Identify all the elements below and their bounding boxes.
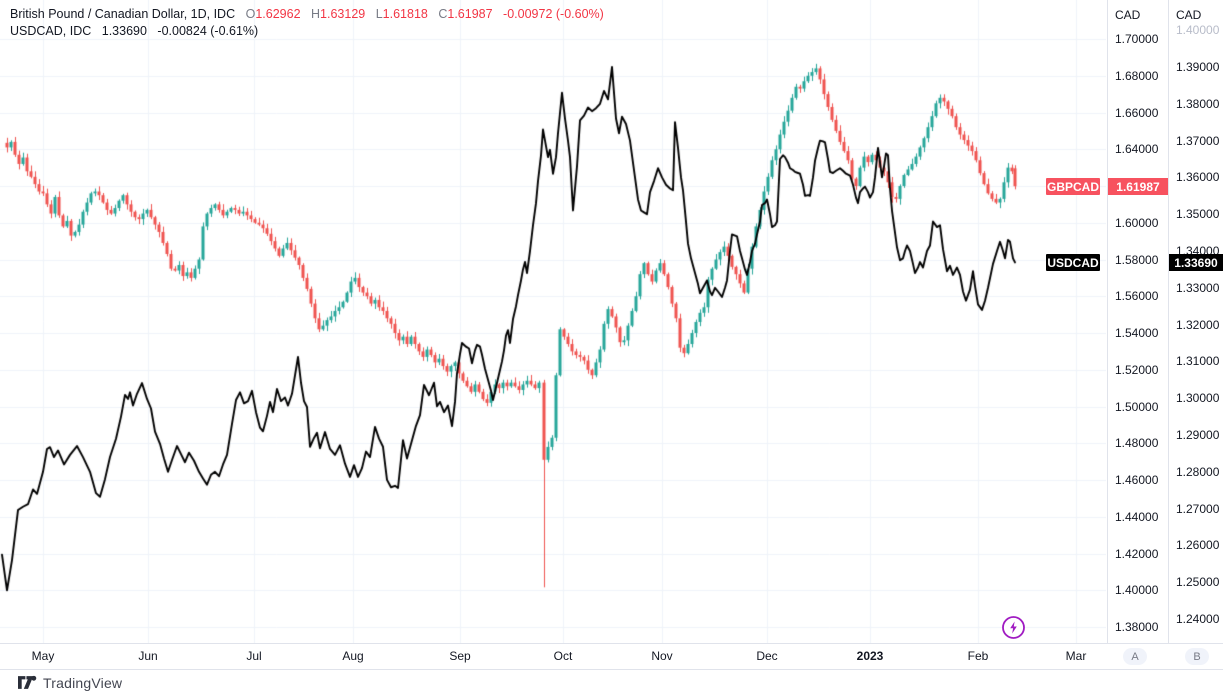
usdcad-last-price-badge: 1.33690	[1169, 254, 1223, 272]
lightning-bolt-icon	[1002, 616, 1025, 639]
time-axis-label: Aug	[342, 649, 364, 663]
time-axis-label: Mar	[1065, 649, 1087, 663]
price-scale-currency-label-2: CAD	[1176, 8, 1202, 22]
price-scale-gbpcad[interactable]: CAD 1.70000 1.68000 1.66000 1.64000 1.60000 1…	[1107, 0, 1169, 668]
price-axis-label: 1.38000	[1176, 96, 1220, 111]
time-axis-label: Dec	[756, 649, 778, 663]
time-axis[interactable]: A B May Jun Jul Aug Sep Oct Nov Dec 2023 Feb Mar	[0, 643, 1223, 670]
usdcad-series-label: USDCAD	[1046, 254, 1100, 272]
price-axis-label: 1.64000	[1115, 142, 1159, 157]
price-axis-label: 1.33000	[1176, 280, 1220, 295]
price-axis-label: 1.42000	[1115, 546, 1159, 561]
legend-usdcad-row[interactable]: USDCAD, IDC 1.33690 -0.00824 (-0.61%)	[10, 23, 604, 40]
price-axis-label: 1.36000	[1176, 170, 1220, 185]
price-chart-canvas[interactable]	[0, 0, 1106, 643]
tradingview-attribution[interactable]: TradingView	[18, 674, 122, 691]
time-axis-label: Oct	[553, 649, 573, 663]
instant-order-placement-button[interactable]	[1001, 615, 1026, 640]
time-axis-label: May	[31, 649, 55, 663]
ohlc-low-label: L	[375, 7, 383, 21]
price-axis-label: 1.58000	[1115, 252, 1159, 267]
tradingview-brand-text: TradingView	[43, 674, 123, 691]
gbpcad-series-label: GBPCAD	[1046, 178, 1100, 196]
price-axis-label: 1.60000	[1115, 215, 1159, 230]
scale-b-pill: B	[1185, 648, 1209, 665]
price-axis-label: 1.38000	[1115, 620, 1159, 634]
chart-legend[interactable]: British Pound / Canadian Dollar, 1D, IDC…	[10, 6, 604, 40]
time-axis-label: Feb	[967, 649, 989, 663]
ohlc-low-value: 1.61818	[382, 7, 428, 21]
price-scale-usdcad[interactable]: CAD 1.40000 1.39000 1.38000 1.37000 1.36000 1…	[1168, 0, 1223, 668]
gbpcad-last-price-badge: 1.61987	[1108, 178, 1168, 196]
price-axis-label: 1.46000	[1115, 473, 1159, 487]
price-axis-label: 1.31000	[1176, 354, 1220, 369]
price-axis-label: 1.26000	[1176, 538, 1220, 553]
ohlc-high-label: H	[311, 7, 321, 21]
price-axis-label: 1.48000	[1115, 436, 1159, 451]
ohlc-open-label: O	[245, 7, 256, 21]
ohlc-close-value: 1.61987	[447, 7, 493, 21]
ohlc-high-value: 1.63129	[320, 7, 366, 21]
price-axis-label: 1.68000	[1115, 68, 1159, 83]
price-axis-label: 1.40000	[1115, 583, 1159, 598]
price-axis-label: 1.24000	[1176, 612, 1220, 626]
price-axis-label: 1.44000	[1115, 509, 1159, 524]
usdcad-change: -0.00824 (-0.61%)	[157, 24, 259, 38]
price-axis-label: 1.37000	[1176, 133, 1220, 148]
time-axis-label: 2023	[856, 649, 884, 663]
price-axis-label: 1.35000	[1176, 207, 1220, 222]
price-axis-label: 1.39000	[1176, 60, 1220, 74]
tradingview-logo-icon	[18, 675, 37, 689]
price-axis-label: 1.66000	[1115, 105, 1159, 120]
time-axis-label: Nov	[651, 649, 673, 663]
price-axis-label: 1.52000	[1115, 362, 1159, 377]
time-axis-label: Jun	[138, 649, 158, 663]
price-axis-label: 1.40000	[1176, 23, 1220, 38]
price-axis-label: 1.25000	[1176, 575, 1220, 590]
price-scale-currency-label: CAD	[1115, 8, 1141, 22]
change-value: -0.00972 (-0.60%)	[503, 7, 604, 21]
symbol-title: British Pound / Canadian Dollar, 1D, IDC	[10, 7, 236, 21]
scale-a-pill: A	[1123, 648, 1147, 665]
ohlc-close-label: C	[438, 7, 448, 21]
price-axis-label: 1.32000	[1176, 317, 1220, 332]
time-axis-label: Jul	[246, 649, 262, 663]
price-axis-label: 1.28000	[1176, 464, 1220, 479]
price-axis-label: 1.29000	[1176, 428, 1220, 442]
price-axis-label: 1.27000	[1176, 501, 1220, 516]
legend-gbpcad-row[interactable]: British Pound / Canadian Dollar, 1D, IDC…	[10, 6, 604, 23]
price-axis-label: 1.54000	[1115, 326, 1159, 340]
price-axis-label: 1.50000	[1115, 399, 1159, 414]
price-axis-label: 1.30000	[1176, 391, 1220, 406]
time-axis-label: Sep	[449, 649, 471, 663]
symbol-title-2: USDCAD, IDC	[10, 24, 92, 38]
price-axis-label: 1.56000	[1115, 289, 1159, 304]
price-axis-label: 1.70000	[1115, 32, 1159, 46]
ohlc-open-value: 1.62962	[255, 7, 301, 21]
usdcad-price: 1.33690	[101, 24, 147, 38]
